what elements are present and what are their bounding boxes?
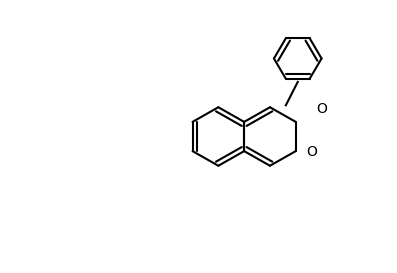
Text: O: O [306,145,317,159]
Text: O: O [316,102,327,116]
